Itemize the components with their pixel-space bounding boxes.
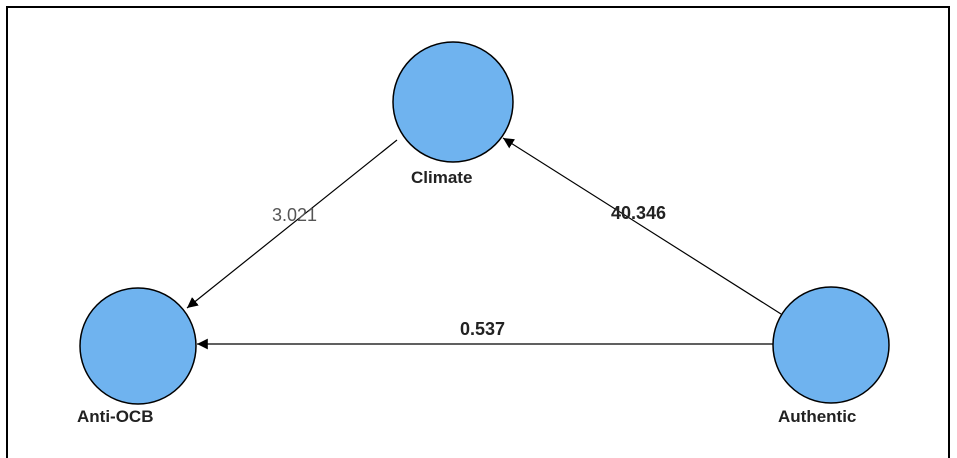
node-climate[interactable] — [392, 41, 514, 163]
diagram-frame — [6, 6, 950, 458]
edge-authentic-to-climate — [502, 137, 782, 315]
node-anti-ocb[interactable] — [79, 287, 197, 405]
edge-label-climate-to-anti-ocb: 3.021 — [272, 205, 317, 225]
node-authentic[interactable] — [772, 286, 890, 404]
node-label-climate: Climate — [411, 168, 472, 187]
edge-label-authentic-to-climate: 40.346 — [611, 203, 666, 223]
node-label-anti-ocb: Anti-OCB — [77, 407, 153, 426]
edge-climate-to-anti-ocb — [186, 139, 398, 309]
node-label-authentic: Authentic — [778, 407, 856, 426]
edge-label-authentic-to-anti-ocb: 0.537 — [460, 319, 505, 339]
